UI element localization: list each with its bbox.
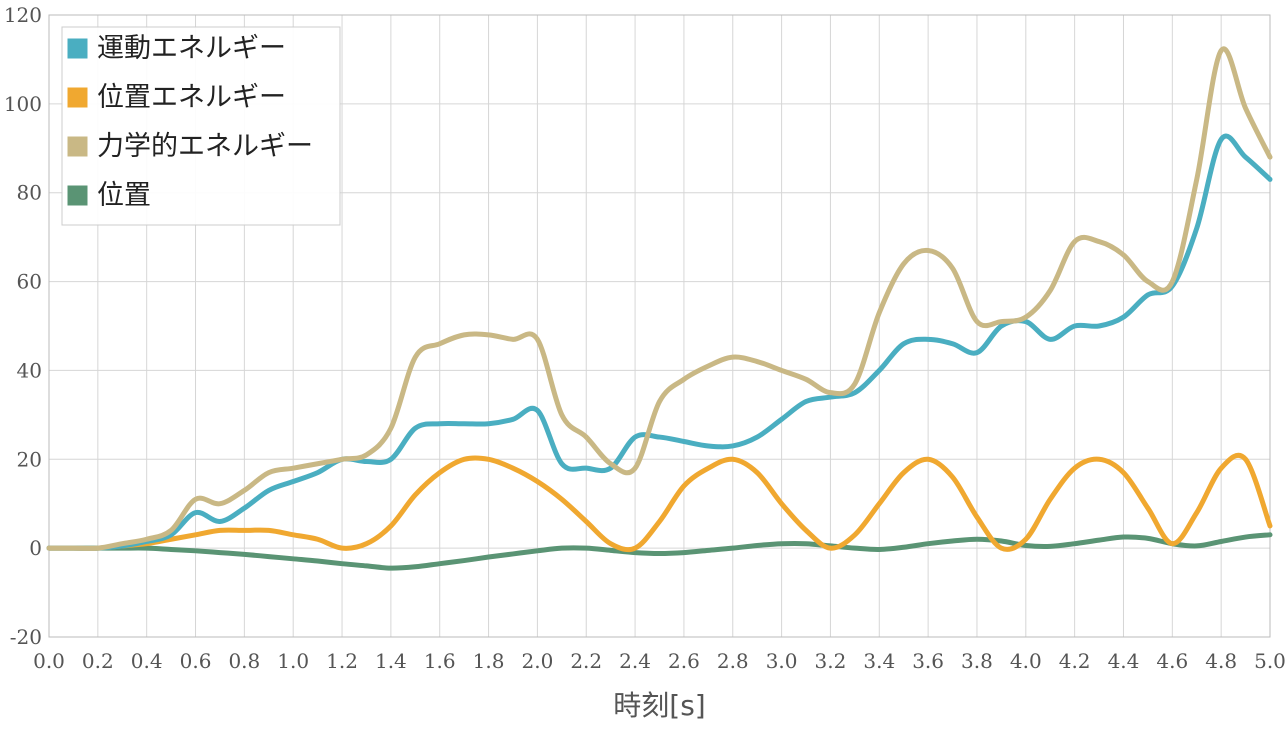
y-tick-label: 20	[17, 447, 42, 471]
x-tick-label: 3.8	[961, 649, 993, 673]
x-tick-label: 1.0	[277, 649, 309, 673]
x-tick-label: 2.4	[619, 649, 651, 673]
y-tick-label: 0	[29, 536, 42, 560]
x-tick-label: 2.8	[717, 649, 749, 673]
y-tick-label: -20	[10, 625, 42, 649]
x-tick-label: 4.4	[1108, 649, 1140, 673]
y-tick-label: 120	[4, 3, 42, 27]
y-axis-ticks: -20 0 20 40 60 80 100 120	[4, 3, 42, 649]
x-tick-label: 4.2	[1059, 649, 1091, 673]
legend-swatch	[66, 37, 89, 60]
series-line-3	[46, 46, 1273, 551]
legend-label: 位置エネルギー	[97, 82, 286, 113]
legend-item[interactable]: 運動エネルギー	[66, 33, 286, 64]
y-tick-label: 60	[17, 270, 42, 294]
x-axis-label: 時刻[s]	[613, 689, 705, 722]
legend-swatch	[66, 184, 89, 207]
x-tick-label: 0.6	[180, 649, 212, 673]
legend-box	[61, 26, 341, 226]
x-axis-ticks: 0.0 0.2 0.4 0.6 0.8 1.0 1.2 1.4 1.6 1.8 2.0 2.2 2.4 2…	[33, 649, 1286, 673]
x-tick-label: 5.0	[1254, 649, 1286, 673]
x-tick-label: 2.2	[570, 649, 602, 673]
x-tick-label: 1.2	[326, 649, 358, 673]
x-tick-label: 0.8	[228, 649, 260, 673]
legend-item[interactable]: 力学的エネルギー	[66, 131, 313, 162]
legend-item[interactable]: 位置	[66, 180, 151, 211]
x-tick-label: 0.4	[131, 649, 163, 673]
x-tick-label: 1.4	[375, 649, 407, 673]
x-tick-label: 1.6	[424, 649, 456, 673]
x-tick-label: 0.0	[33, 649, 65, 673]
x-tick-label: 3.4	[863, 649, 895, 673]
x-tick-label: 0.2	[82, 649, 114, 673]
y-tick-label: 40	[17, 358, 42, 382]
x-tick-label: 3.6	[912, 649, 944, 673]
series-lines	[46, 46, 1273, 571]
x-tick-label: 4.8	[1205, 649, 1237, 673]
x-tick-label: 4.6	[1156, 649, 1188, 673]
x-tick-label: 3.2	[815, 649, 847, 673]
x-tick-label: 2.6	[668, 649, 700, 673]
x-tick-label: 2.0	[521, 649, 553, 673]
series-line-2	[46, 452, 1273, 553]
legend-label: 力学的エネルギー	[97, 131, 313, 162]
series-line-4	[46, 532, 1273, 571]
y-tick-label: 80	[17, 181, 42, 205]
legend-label: 運動エネルギー	[97, 33, 286, 64]
plot-area-border	[48, 14, 1271, 638]
y-tick-label: 100	[4, 92, 42, 116]
series-line-1	[46, 133, 1273, 551]
legend-swatch	[66, 86, 89, 109]
x-tick-label: 4.0	[1010, 649, 1042, 673]
legend-swatch	[66, 135, 89, 158]
x-tick-label: 1.8	[473, 649, 505, 673]
x-tick-label: 3.0	[766, 649, 798, 673]
legend-item[interactable]: 位置エネルギー	[66, 82, 286, 113]
legend-label: 位置	[97, 180, 151, 211]
